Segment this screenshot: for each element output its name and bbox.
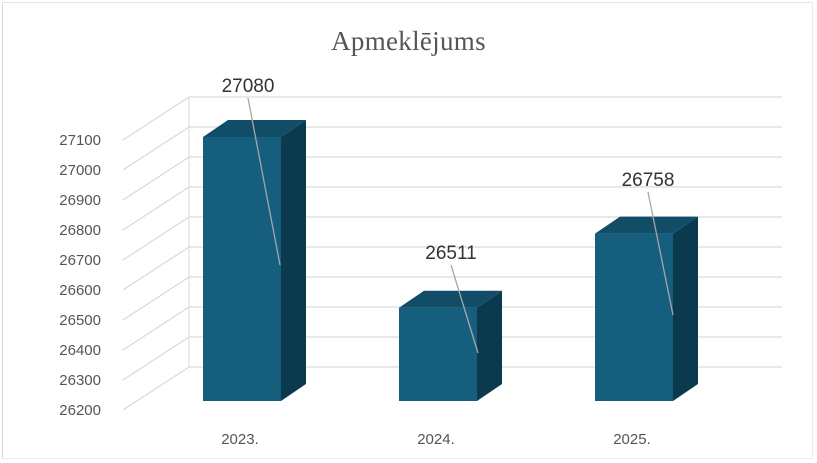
bar-front-2025 — [595, 233, 673, 401]
gridline-depth — [122, 186, 190, 231]
y-tick-label: 26900 — [59, 192, 101, 209]
leader-line — [450, 264, 479, 354]
y-tick-label: 26400 — [59, 342, 101, 359]
data-label: 27080 — [222, 76, 275, 97]
gridline-depth — [122, 246, 190, 291]
gridline-depth — [122, 126, 190, 171]
chart-title: Apmeklējums — [331, 26, 486, 56]
y-tick-label: 26600 — [59, 282, 101, 299]
gridline-depth — [122, 276, 190, 321]
data-labels: 27080 26511 26758 — [222, 76, 675, 354]
data-label: 26511 — [425, 243, 476, 264]
gridline-depth — [122, 156, 190, 201]
leader-line — [247, 97, 281, 266]
gridline-depth — [122, 216, 190, 261]
y-tick-label: 26500 — [59, 312, 101, 329]
data-label: 26758 — [622, 170, 675, 191]
gridline-depth — [122, 306, 190, 351]
bar-side — [281, 120, 306, 401]
bar-top — [595, 216, 698, 234]
y-tick-label: 26700 — [59, 252, 101, 269]
gridline-depth — [122, 366, 190, 411]
gridline-depth — [122, 96, 190, 141]
bar-front-2024 — [399, 307, 477, 401]
y-tick-label: 26300 — [59, 372, 101, 389]
bar-side — [477, 290, 502, 401]
x-tick-label: 2024. — [417, 431, 455, 448]
x-axis-ticks: 2023. 2024. 2025. — [221, 431, 651, 448]
y-axis-ticks: 26200 26300 26400 26500 26600 26700 26800 26900… — [59, 132, 101, 419]
leader-line — [647, 191, 674, 316]
y-tick-label: 27100 — [59, 132, 101, 149]
bar-side — [673, 216, 698, 401]
y-tick-label: 26800 — [59, 222, 101, 239]
gridline-depth — [122, 336, 190, 381]
y-tick-label: 26200 — [59, 402, 101, 419]
x-tick-label: 2025. — [613, 431, 651, 448]
bars — [203, 120, 698, 401]
bar-top — [399, 290, 502, 308]
y-tick-label: 27000 — [59, 162, 101, 179]
bar-front-2023 — [203, 137, 281, 401]
x-tick-label: 2023. — [221, 431, 259, 448]
